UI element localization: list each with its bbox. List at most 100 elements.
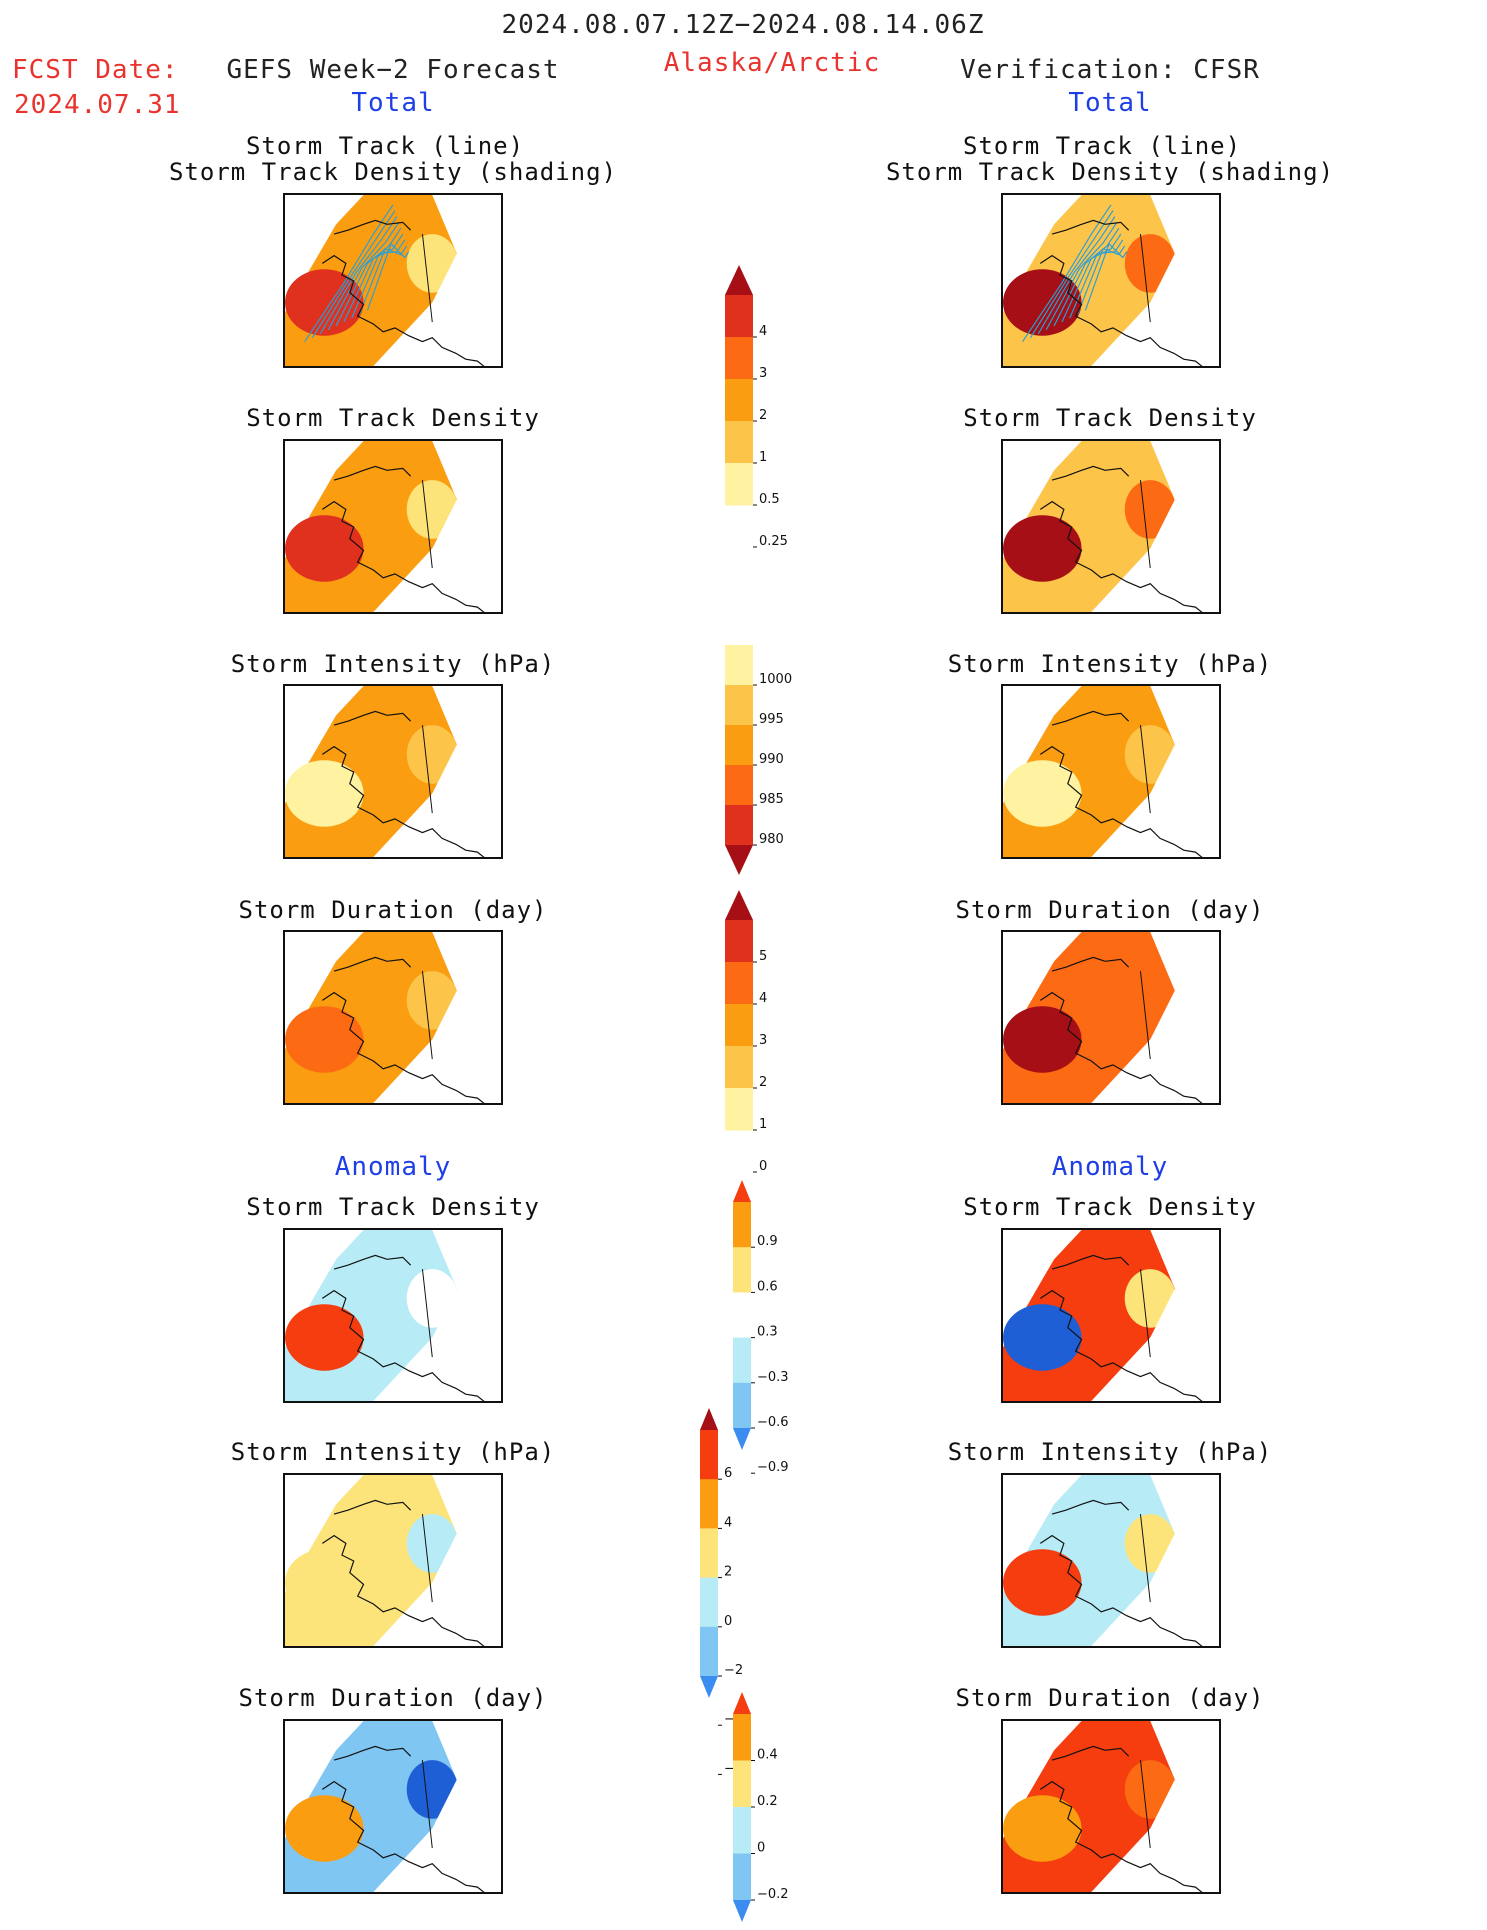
- colorbar-tick-label: 0: [724, 1614, 732, 1629]
- colorbar-tick-label: 990: [759, 752, 784, 767]
- coastline: [1039, 254, 1203, 366]
- map-cfsr-density: [1001, 439, 1221, 614]
- title-density-left: Storm Track Density: [246, 404, 540, 432]
- colorbar-box: [725, 685, 753, 726]
- colorbar-box: [725, 725, 753, 766]
- colorbar-tick-label: −0.2: [757, 1887, 789, 1902]
- title-anom-density-left: Storm Track Density: [246, 1193, 540, 1221]
- arctic-coastline: [1051, 1745, 1130, 1761]
- canada-border: [421, 480, 433, 569]
- title-track-density-shading-right: Storm Track Density (shading): [885, 158, 1335, 186]
- map-land-unshaded: [373, 744, 501, 857]
- colorbar-tick-label: 0.3: [757, 1325, 778, 1340]
- fcst-date-label: FCST Date:: [12, 55, 179, 85]
- colorbar-tick-label: 2: [759, 1075, 767, 1090]
- canada-border: [1139, 971, 1151, 1060]
- coastline: [321, 254, 485, 366]
- colorbar-box: [725, 962, 753, 1005]
- colorbar-tick-label: 5: [759, 949, 767, 964]
- right-column-title: Verification: CFSR: [960, 55, 1260, 85]
- map-shading-core: [1003, 1549, 1082, 1616]
- title-duration-right: Storm Duration (day): [955, 896, 1265, 924]
- coastline: [1039, 1289, 1203, 1401]
- storm-track-line: [327, 222, 400, 331]
- colorbar-tick-label: 985: [759, 792, 784, 807]
- arctic-coastline: [333, 1745, 412, 1761]
- colorbar-tick-label: 1000: [759, 672, 792, 687]
- arctic-coastline: [333, 710, 412, 726]
- colorbar-box: [725, 805, 753, 846]
- colorbar-tick-label: 0.5: [759, 492, 780, 507]
- colorbar-total-density: 4 3 2 1 0.5 0.25: [725, 265, 823, 549]
- map-shading-core: [285, 1795, 364, 1862]
- storm-track-line: [1077, 245, 1126, 315]
- colorbar-box: [700, 1430, 718, 1480]
- colorbar-tick-label: −0.3: [757, 1370, 789, 1385]
- arctic-coastline: [1051, 219, 1130, 235]
- colorbar-tick-label: 2: [759, 408, 767, 423]
- storm-track-line: [366, 242, 410, 311]
- map-gefs-duration: [283, 930, 503, 1105]
- map-land-unshaded: [373, 253, 501, 366]
- storm-track-line: [359, 245, 408, 315]
- colorbar-tick-label: 4: [724, 1515, 732, 1530]
- title-density-right: Storm Track Density: [963, 404, 1257, 432]
- arctic-coastline: [333, 219, 412, 235]
- colorbar-arrow-top: [733, 1180, 751, 1202]
- canada-border: [421, 1269, 433, 1358]
- canada-border: [1139, 1269, 1151, 1358]
- map-land-unshaded: [1091, 990, 1219, 1103]
- map-land-unshaded: [373, 990, 501, 1103]
- canada-border: [421, 971, 433, 1060]
- map-shading-core: [1003, 515, 1082, 582]
- colorbar-tick-label: −0.6: [757, 1415, 789, 1430]
- colorbar-box: [733, 1760, 751, 1808]
- colorbar-arrow-bottom: [700, 1676, 718, 1698]
- left-total-label: Total: [351, 88, 435, 118]
- map-gefs-intensity: [283, 684, 503, 859]
- title-track-line-right: Storm Track (line): [962, 132, 1242, 160]
- coastline: [321, 1534, 485, 1646]
- coastline: [321, 500, 485, 612]
- region-title: Alaska/Arctic: [663, 48, 881, 78]
- map-shading-core: [285, 269, 364, 336]
- fcst-date-value: 2024.07.31: [14, 90, 181, 120]
- map-shading-core: [285, 515, 364, 582]
- forecast-period: 2024.08.07.12Z−2024.08.14.06Z: [501, 10, 985, 40]
- colorbar-box: [733, 1337, 751, 1384]
- canada-border: [1139, 725, 1151, 814]
- canada-border: [421, 1760, 433, 1849]
- title-intensity-left: Storm Intensity (hPa): [230, 650, 556, 678]
- coastline: [321, 1780, 485, 1892]
- map-land-unshaded: [1091, 1779, 1219, 1892]
- colorbar-tick-label: 0: [757, 1841, 765, 1856]
- colorbar-box: [725, 337, 753, 380]
- colorbar-tick-label: 0.6: [757, 1279, 778, 1294]
- coastline: [1039, 991, 1203, 1103]
- map-land-unshaded: [1091, 253, 1219, 366]
- map-land-unshaded: [373, 1288, 501, 1401]
- map-cfsr-duration: [1001, 930, 1221, 1105]
- colorbar-box: [725, 463, 753, 506]
- arctic-coastline: [1051, 465, 1130, 481]
- storm-track-line: [1045, 222, 1118, 331]
- colorbar-tick-label: 6: [724, 1466, 732, 1481]
- map-land-unshaded: [1091, 1288, 1219, 1401]
- colorbar-tick-label: −2: [724, 1663, 743, 1678]
- title-track-line-left: Storm Track (line): [245, 132, 525, 160]
- arctic-coastline: [333, 465, 412, 481]
- colorbar-box: [733, 1714, 751, 1761]
- title-anom-intensity-right: Storm Intensity (hPa): [947, 1438, 1273, 1466]
- colorbar-tick-label: 995: [759, 712, 784, 727]
- colorbar-total-duration: 5 4 3 2 1 0: [725, 890, 823, 1174]
- map-shading-core: [285, 1304, 364, 1371]
- colorbar-tick-label: 0: [759, 1159, 767, 1174]
- map-cfsr-anom-density: [1001, 1228, 1221, 1403]
- arctic-coastline: [333, 956, 412, 972]
- colorbar-box: [733, 1202, 751, 1248]
- colorbar-tick-label: 4: [759, 324, 767, 339]
- canada-border: [1139, 234, 1151, 323]
- canada-border: [421, 234, 433, 323]
- colorbar-box: [733, 1247, 751, 1293]
